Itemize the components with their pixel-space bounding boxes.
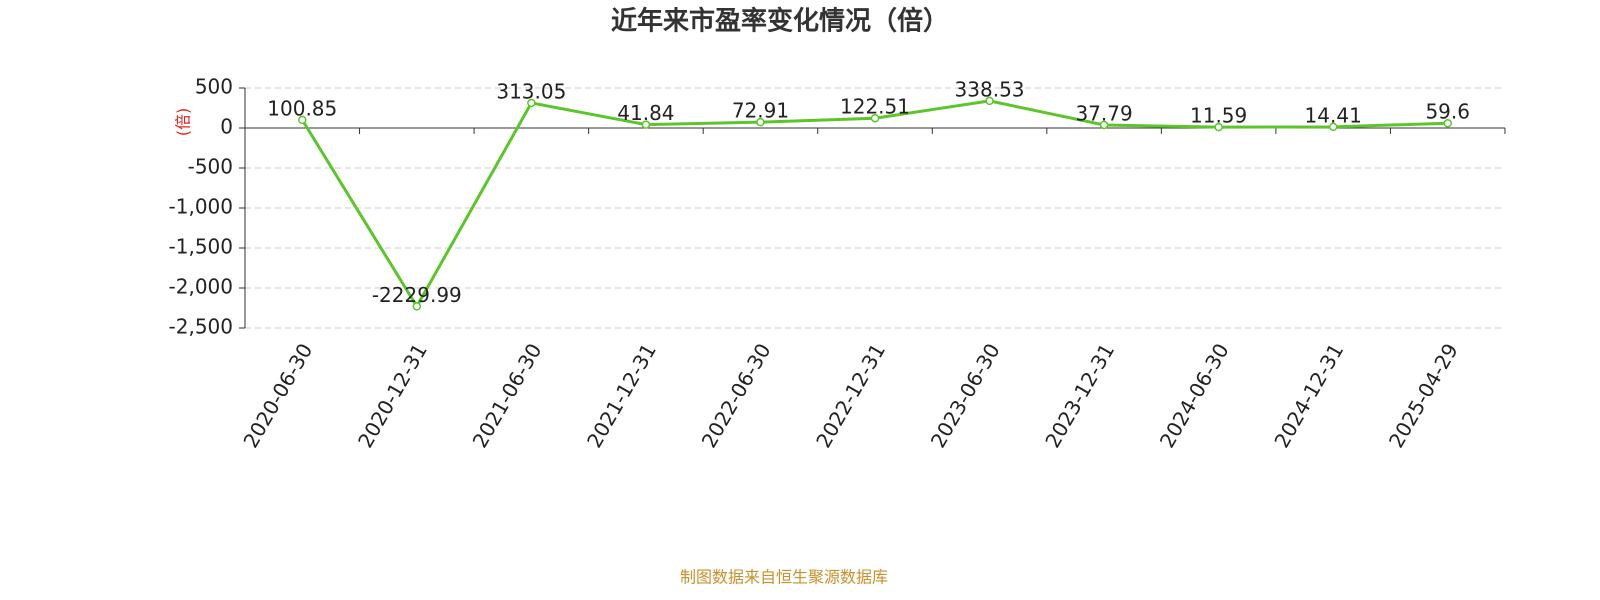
y-tick-label: 0 <box>220 115 233 139</box>
value-label: 37.79 <box>1075 101 1132 125</box>
value-label: 41.84 <box>617 101 674 125</box>
value-label: 59.6 <box>1425 100 1470 124</box>
x-tick-label: 2022-06-30 <box>697 339 776 452</box>
value-label: 122.51 <box>840 95 910 119</box>
data-point <box>756 117 765 127</box>
y-tick-label: -2,000 <box>169 275 233 299</box>
data-point <box>870 113 880 123</box>
y-axis-label: (倍) <box>174 108 193 137</box>
x-tick-label: 2022-12-31 <box>811 339 890 452</box>
x-tick-label: 2021-12-31 <box>582 339 661 452</box>
data-point <box>641 120 651 129</box>
x-tick-label: 2020-06-30 <box>238 339 317 452</box>
data-point <box>527 98 536 108</box>
data-point <box>1099 120 1109 130</box>
data-point <box>412 302 422 311</box>
data-point <box>298 115 307 125</box>
x-tick-label: 2023-06-30 <box>926 339 1005 452</box>
data-point <box>1328 122 1338 132</box>
value-label: 11.59 <box>1190 104 1247 128</box>
x-tick-label: 2021-06-30 <box>468 339 547 452</box>
data-point <box>1214 122 1223 132</box>
value-label: 14.41 <box>1305 103 1362 127</box>
source-note: 制图数据来自恒生聚源数据库 <box>680 568 888 587</box>
value-label: 100.85 <box>267 96 337 120</box>
x-tick-label: 2024-06-30 <box>1155 339 1234 452</box>
value-label: 338.53 <box>955 77 1025 101</box>
value-label: 72.91 <box>732 99 789 123</box>
value-label: -2229.99 <box>372 283 462 307</box>
y-tick-label: -2,500 <box>169 315 233 339</box>
x-tick-label: 2023-12-31 <box>1040 339 1119 452</box>
y-tick-label: -1,000 <box>169 195 233 219</box>
chart-title: 近年来市盈率变化情况（倍） <box>611 6 949 37</box>
x-tick-label: 2020-12-31 <box>353 339 432 452</box>
value-label: 313.05 <box>496 79 566 103</box>
y-tick-label: -1,500 <box>169 235 233 259</box>
y-tick-label: 500 <box>195 75 233 99</box>
data-point <box>1443 118 1452 128</box>
x-tick-label: 2025-04-29 <box>1384 339 1463 452</box>
x-tick-label: 2024-12-31 <box>1269 339 1348 452</box>
y-tick-label: -500 <box>188 155 233 179</box>
data-point <box>985 96 994 106</box>
